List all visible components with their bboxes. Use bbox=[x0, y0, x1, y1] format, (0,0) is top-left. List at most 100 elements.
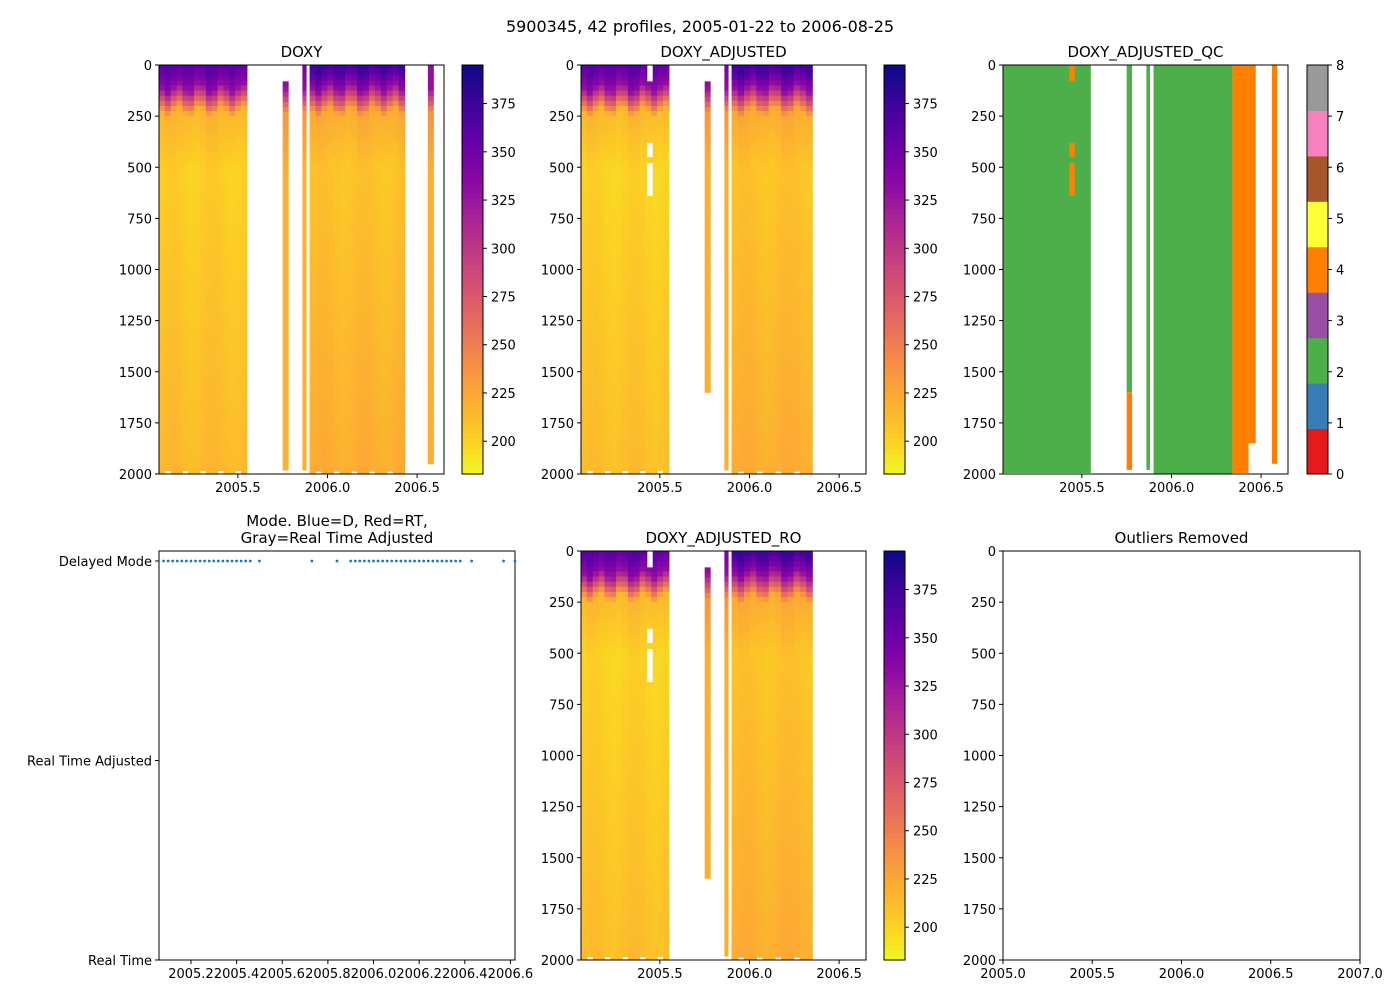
heatmap-cell bbox=[627, 305, 635, 311]
heatmap-cell bbox=[380, 126, 388, 133]
heatmap-cell bbox=[743, 325, 751, 332]
heatmap-cell bbox=[170, 131, 178, 138]
heatmap-cell bbox=[302, 254, 307, 260]
heatmap-cell bbox=[188, 85, 195, 92]
heatmap-cell bbox=[756, 182, 764, 189]
heatmap-cell bbox=[724, 197, 729, 204]
heatmap-cell bbox=[774, 407, 782, 414]
heatmap-cell bbox=[321, 223, 328, 230]
heatmap-cell bbox=[302, 167, 307, 173]
heatmap-cell bbox=[309, 279, 317, 286]
heatmap-cell bbox=[351, 392, 358, 398]
heatmap-cell bbox=[639, 167, 647, 173]
heatmap-cell bbox=[223, 346, 230, 352]
heatmap-cell bbox=[737, 407, 745, 414]
heatmap-cell bbox=[787, 151, 795, 158]
heatmap-cell bbox=[351, 356, 358, 363]
heatmap-cell bbox=[199, 269, 207, 276]
heatmap-cell bbox=[374, 136, 382, 143]
heatmap-cell bbox=[159, 162, 166, 168]
heatmap-cell bbox=[756, 233, 764, 240]
heatmap-cell bbox=[737, 136, 745, 143]
heatmap-cell bbox=[182, 151, 189, 158]
heatmap-cell bbox=[321, 422, 328, 429]
heatmap-cell bbox=[327, 126, 334, 133]
heatmap-cell bbox=[762, 218, 770, 225]
heatmap-cell bbox=[781, 407, 789, 414]
heatmap-cell bbox=[223, 177, 230, 184]
heatmap-cell bbox=[380, 238, 388, 245]
heatmap-cell bbox=[217, 162, 225, 168]
heatmap-cell bbox=[639, 192, 647, 199]
doxy_adjusted-heatmap bbox=[581, 65, 813, 475]
heatmap-cell bbox=[240, 376, 248, 383]
heatmap-cell bbox=[592, 213, 600, 219]
heatmap-cell bbox=[351, 463, 358, 470]
heatmap-cell bbox=[188, 289, 195, 296]
heatmap-cell bbox=[743, 381, 751, 388]
heatmap-cell bbox=[327, 228, 334, 235]
heatmap-cell bbox=[737, 289, 745, 296]
heatmap-cell bbox=[398, 381, 406, 388]
heatmap-cell bbox=[333, 203, 340, 209]
heatmap-cell bbox=[704, 301, 711, 307]
heatmap-cell bbox=[345, 305, 352, 311]
heatmap-cell bbox=[229, 269, 236, 276]
heatmap-cell bbox=[756, 80, 764, 87]
heatmap-cell bbox=[170, 397, 178, 404]
heatmap-cell bbox=[737, 131, 745, 138]
heatmap-cell bbox=[309, 341, 317, 347]
heatmap-cell bbox=[756, 325, 764, 332]
heatmap-cell bbox=[229, 458, 236, 465]
heatmap-cell bbox=[627, 376, 635, 383]
heatmap-cell bbox=[380, 453, 388, 460]
heatmap-cell bbox=[762, 453, 770, 460]
heatmap-cell bbox=[633, 387, 641, 393]
heatmap-cell bbox=[164, 320, 172, 327]
heatmap-cell bbox=[217, 269, 225, 276]
heatmap-cell bbox=[302, 463, 307, 470]
heatmap-cell bbox=[592, 356, 600, 363]
heatmap-cell bbox=[793, 75, 801, 81]
heatmap-cell bbox=[787, 116, 795, 122]
heatmap-cell bbox=[627, 172, 635, 179]
heatmap-cell bbox=[645, 126, 652, 133]
heatmap-cell bbox=[176, 264, 184, 271]
heatmap-cell bbox=[633, 111, 641, 117]
heatmap-cell bbox=[581, 443, 588, 450]
heatmap-cell bbox=[633, 182, 641, 189]
heatmap-cell bbox=[756, 269, 764, 276]
heatmap-cell bbox=[176, 330, 184, 337]
heatmap-cell bbox=[621, 269, 629, 276]
heatmap-cell bbox=[604, 203, 611, 209]
heatmap-cell bbox=[282, 290, 289, 297]
heatmap-cell bbox=[627, 197, 635, 204]
heatmap-cell bbox=[427, 371, 434, 378]
heatmap-cell bbox=[427, 438, 434, 444]
heatmap-cell bbox=[787, 218, 795, 225]
heatmap-cell bbox=[651, 381, 658, 388]
heatmap-cell bbox=[662, 458, 670, 465]
heatmap-cell bbox=[240, 433, 248, 439]
y-tick-label: 1500 bbox=[119, 366, 152, 381]
heatmap-cell bbox=[724, 289, 729, 296]
heatmap-cell bbox=[586, 243, 594, 250]
heatmap-cell bbox=[182, 238, 189, 245]
heatmap-cell bbox=[762, 463, 770, 470]
heatmap-cell bbox=[781, 468, 789, 475]
heatmap-cell bbox=[724, 264, 729, 271]
heatmap-cell bbox=[182, 218, 189, 225]
heatmap-cell bbox=[616, 284, 623, 291]
heatmap-cell bbox=[182, 80, 189, 87]
heatmap-cell bbox=[645, 100, 652, 107]
heatmap-cell bbox=[645, 259, 652, 265]
heatmap-cell bbox=[217, 131, 225, 138]
heatmap-cell bbox=[386, 121, 394, 127]
heatmap-cell bbox=[704, 158, 711, 164]
heatmap-cell bbox=[164, 289, 172, 296]
heatmap-cell bbox=[392, 315, 400, 322]
heatmap-cell bbox=[645, 453, 652, 460]
heatmap-cell bbox=[616, 289, 623, 296]
heatmap-cell bbox=[309, 141, 317, 148]
heatmap-cell bbox=[164, 264, 172, 271]
